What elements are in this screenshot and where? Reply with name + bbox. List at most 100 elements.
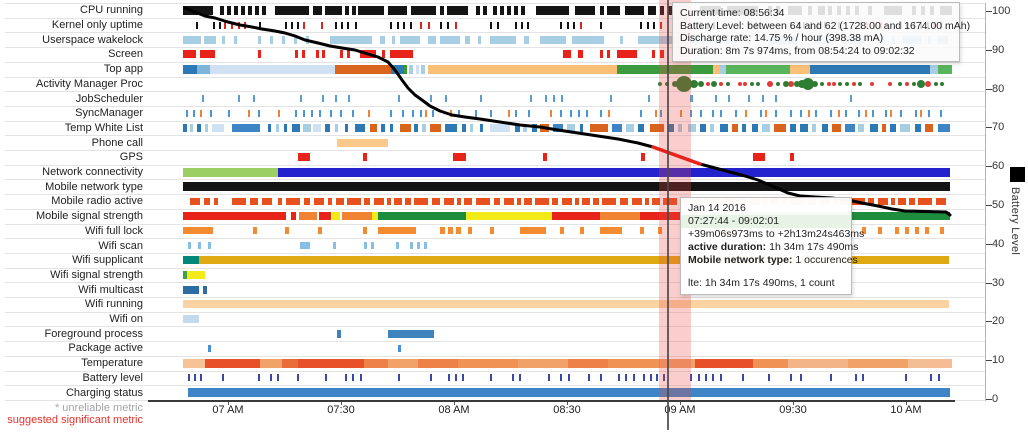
timeline-bar[interactable] xyxy=(190,123,193,132)
timeline-bar[interactable] xyxy=(572,35,604,44)
timeline-bar[interactable] xyxy=(600,227,622,235)
timeline-bar[interactable] xyxy=(300,242,310,249)
timeline-bar[interactable] xyxy=(523,123,527,132)
event-dot[interactable] xyxy=(719,81,723,86)
timeline-bar[interactable] xyxy=(647,21,649,29)
timeline-bar[interactable] xyxy=(444,197,454,205)
timeline-bar[interactable] xyxy=(183,123,187,132)
timeline-bar[interactable] xyxy=(588,374,590,382)
timeline-bar[interactable] xyxy=(560,109,562,117)
event-dot[interactable] xyxy=(750,81,754,86)
timeline-bar[interactable] xyxy=(187,270,205,279)
timeline-bar[interactable] xyxy=(560,21,562,29)
timeline-bar[interactable] xyxy=(490,374,492,382)
timeline-bar[interactable] xyxy=(183,358,205,368)
timeline-bar[interactable] xyxy=(418,358,458,368)
event-dot[interactable] xyxy=(706,81,710,86)
timeline-bar[interactable] xyxy=(580,227,584,235)
timeline-bar[interactable] xyxy=(643,374,645,382)
timeline-bar[interactable] xyxy=(560,374,562,382)
timeline-bar[interactable] xyxy=(645,197,649,205)
timeline-bar[interactable] xyxy=(453,153,466,162)
timeline-bar[interactable] xyxy=(590,123,608,132)
timeline-bar[interactable] xyxy=(550,109,552,117)
timeline-bar[interactable] xyxy=(600,374,602,382)
timeline-bar[interactable] xyxy=(390,50,413,59)
timeline-bar[interactable] xyxy=(311,109,313,117)
event-dot[interactable] xyxy=(776,81,780,86)
timeline-bar[interactable] xyxy=(850,95,852,102)
timeline-bar[interactable] xyxy=(858,109,860,117)
timeline-bar[interactable] xyxy=(352,374,354,382)
timeline-bar[interactable] xyxy=(347,50,350,59)
timeline-bar[interactable] xyxy=(548,374,550,382)
timeline-bar[interactable] xyxy=(355,123,365,132)
timeline-bar[interactable] xyxy=(204,197,210,205)
event-dot[interactable] xyxy=(711,80,717,87)
timeline-bar[interactable] xyxy=(915,123,921,132)
timeline-bar[interactable] xyxy=(845,123,855,132)
timeline-bar[interactable] xyxy=(335,21,337,29)
timeline-bar[interactable] xyxy=(870,123,878,132)
timeline-bar[interactable] xyxy=(940,109,942,117)
event-dot[interactable] xyxy=(726,81,730,86)
timeline-bar[interactable] xyxy=(900,123,910,132)
timeline-bar[interactable] xyxy=(303,123,311,132)
timeline-bar[interactable] xyxy=(277,374,279,382)
timeline-bar[interactable] xyxy=(612,123,622,132)
timeline-bar[interactable] xyxy=(608,358,660,368)
timeline-bar[interactable] xyxy=(720,109,722,117)
timeline-bar[interactable] xyxy=(650,374,652,382)
timeline-bar[interactable] xyxy=(205,123,208,132)
timeline-bar[interactable] xyxy=(298,153,310,162)
timeline-bar[interactable] xyxy=(250,197,258,205)
timeline-bar[interactable] xyxy=(396,242,399,249)
timeline-bar[interactable] xyxy=(303,109,305,117)
timeline-bar[interactable] xyxy=(325,123,330,132)
timeline-bar[interactable] xyxy=(186,109,188,117)
timeline-bar[interactable] xyxy=(851,197,865,205)
timeline-bar[interactable] xyxy=(543,153,547,162)
timeline-bar[interactable] xyxy=(231,21,233,29)
timeline-bar[interactable] xyxy=(222,35,225,44)
timeline-bar[interactable] xyxy=(938,64,952,74)
timeline-bar[interactable] xyxy=(188,374,190,382)
timeline-bar[interactable] xyxy=(193,109,195,117)
timeline-bar[interactable] xyxy=(762,95,764,102)
timeline-bar[interactable] xyxy=(355,21,357,29)
timeline-bar[interactable] xyxy=(183,227,213,235)
event-dot[interactable] xyxy=(838,81,842,86)
timeline-bar[interactable] xyxy=(515,123,520,132)
timeline-bar[interactable] xyxy=(532,123,537,132)
timeline-bar[interactable] xyxy=(658,227,662,235)
timeline-bar[interactable] xyxy=(600,109,602,117)
timeline-bar[interactable] xyxy=(625,5,644,15)
timeline-bar[interactable] xyxy=(775,109,777,117)
timeline-bar[interactable] xyxy=(476,5,480,15)
timeline-bar[interactable] xyxy=(790,64,810,74)
timeline-bar[interactable] xyxy=(278,109,280,117)
timeline-bar[interactable] xyxy=(775,95,777,102)
timeline-bar[interactable] xyxy=(316,50,319,59)
timeline-bar[interactable] xyxy=(930,374,932,382)
timeline-bar[interactable] xyxy=(258,109,260,117)
timeline-bar[interactable] xyxy=(205,358,260,368)
event-dot[interactable] xyxy=(905,81,909,86)
timeline-bar[interactable] xyxy=(895,227,899,235)
timeline-bar[interactable] xyxy=(607,50,610,59)
timeline-bar[interactable] xyxy=(364,197,370,205)
event-dot[interactable] xyxy=(738,81,742,86)
timeline-bar[interactable] xyxy=(422,123,426,132)
timeline-bar[interactable] xyxy=(335,95,337,102)
timeline-bar[interactable] xyxy=(568,374,570,382)
timeline-bar[interactable] xyxy=(292,123,300,132)
timeline-bar[interactable] xyxy=(352,109,354,117)
timeline-bar[interactable] xyxy=(340,109,342,117)
timeline-bar[interactable] xyxy=(447,21,449,29)
timeline-bar[interactable] xyxy=(183,167,278,177)
event-dot[interactable] xyxy=(934,81,938,86)
timeline-bar[interactable] xyxy=(753,153,765,162)
timeline-bar[interactable] xyxy=(203,285,207,294)
timeline-bar[interactable] xyxy=(278,167,950,177)
timeline-bar[interactable] xyxy=(220,5,224,15)
